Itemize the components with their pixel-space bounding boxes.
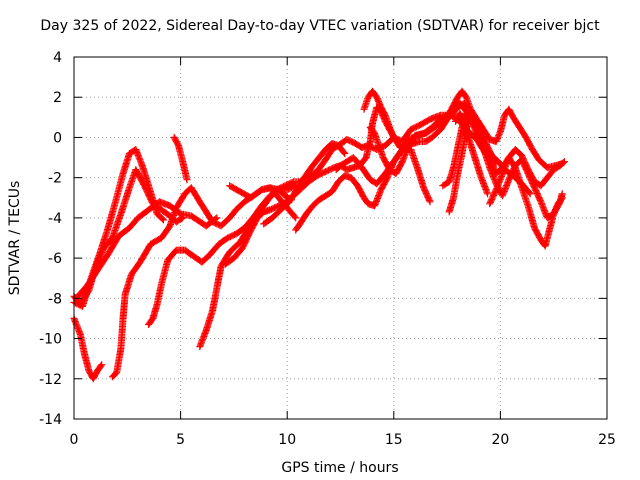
x-tick-label: 0	[70, 432, 79, 448]
data-point	[557, 195, 565, 203]
plot-frame	[73, 56, 608, 420]
data-point	[98, 361, 106, 369]
y-tick-label: -12	[39, 372, 62, 388]
tick-layer: -14 -12 -10 -8 -6 -4 -2 0 2 4 0 5 10 15 20 25	[39, 50, 616, 448]
data-point	[97, 362, 105, 370]
y-tick-label: 0	[53, 130, 62, 146]
data-point	[560, 158, 568, 166]
data-point	[292, 214, 300, 222]
y-tick-label: -10	[39, 332, 62, 348]
x-tick-label: 25	[598, 432, 616, 448]
y-tick-label: -6	[48, 251, 62, 267]
data-point	[452, 117, 460, 125]
series-arc-19	[452, 109, 492, 198]
data-point	[213, 214, 221, 222]
data-point	[340, 148, 348, 156]
data-point	[526, 190, 534, 198]
series-arc-14	[360, 87, 534, 198]
series-arc-4	[70, 314, 106, 383]
series-arc-18	[486, 154, 566, 250]
data-point	[159, 215, 166, 223]
x-tick-label: 10	[278, 432, 296, 448]
data-layer	[70, 87, 568, 383]
y-tick-label: -14	[39, 412, 62, 428]
data-point	[341, 150, 349, 157]
data-point	[183, 176, 191, 184]
data-point	[558, 194, 566, 202]
series-arc-11	[260, 140, 349, 228]
data-point	[160, 216, 167, 224]
data-point	[525, 189, 533, 197]
series-arc-7	[170, 133, 191, 184]
data-point	[538, 201, 546, 209]
data-point	[559, 159, 567, 167]
x-axis-label: GPS time / hours	[281, 460, 398, 476]
y-tick-label: -8	[48, 291, 62, 307]
data-point	[452, 116, 460, 124]
y-tick-label: 4	[53, 50, 62, 66]
y-tick-label: -2	[48, 171, 62, 187]
y-axis-label: SDTVAR / TECUs	[7, 181, 23, 296]
y-tick-label: -4	[48, 211, 62, 227]
x-tick-label: 15	[385, 432, 403, 448]
data-point	[288, 178, 296, 186]
y-tick-label: 2	[53, 90, 62, 106]
x-tick-label: 20	[491, 432, 509, 448]
x-tick-label: 5	[176, 432, 185, 448]
data-point	[519, 188, 527, 196]
data-point	[426, 198, 434, 206]
data-point	[291, 213, 299, 221]
data-point	[114, 217, 122, 225]
chart-title: Day 325 of 2022, Sidereal Day-to-day VTE…	[40, 18, 600, 34]
data-point	[72, 319, 80, 327]
grid-layer	[74, 57, 607, 419]
